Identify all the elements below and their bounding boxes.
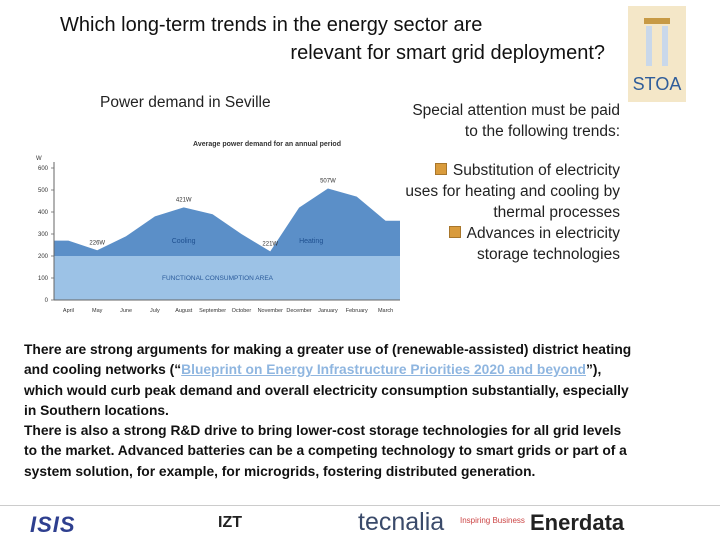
x-tick-label: January [318,308,338,314]
x-tick-label: March [378,308,393,314]
x-tick-label: October [232,308,252,314]
logo-shape [646,26,652,66]
value-label: 221W [262,241,278,247]
x-tick-label: September [199,308,226,314]
y-tick-label: 400 [38,210,49,216]
y-tick-label: 600 [38,166,49,172]
logo: tecnalia [358,508,445,536]
x-tick-label: February [346,308,368,314]
logo: ISIS [30,512,76,537]
footer-rule [0,505,720,506]
x-tick-label: April [63,308,74,314]
logo-shape [662,26,668,66]
x-tick-label: August [175,308,193,314]
bullet-text: Substitution of electricity uses for hea… [405,162,620,221]
value-label: 507W [320,178,336,184]
logo-shape [644,18,670,24]
text: ”), which would curb peak demand and ove… [24,362,629,418]
logo: Enerdata [530,510,625,535]
x-tick-label: May [92,308,103,314]
stoa-logo: STOA [628,6,686,102]
chart-title: Average power demand for an annual perio… [193,141,341,148]
area-label: Heating [299,238,323,245]
x-tick-label: December [286,308,312,314]
y-tick-label: 100 [38,276,49,282]
side-text: Special attention must be paid to the fo… [400,100,620,265]
y-tick-label: 500 [38,188,49,194]
x-tick-label: June [120,308,132,314]
x-tick-label: July [150,308,160,314]
logo: Inspiring Business [460,516,525,525]
bullet-icon [434,163,447,175]
bullet-text: Advances in electricity storage technolo… [466,225,620,263]
logo-text: STOA [633,74,682,94]
y-tick-label: 0 [45,298,49,304]
side-intro: Special attention must be paid to the fo… [412,102,620,140]
title: relevant for smart grid deployment? [290,42,605,64]
functional-area [54,256,400,300]
bullet: Substitution of electricity uses for hea… [400,160,620,223]
text: There are strong arguments for making a … [24,342,632,378]
title: Which long-term trends in the energy sec… [60,14,483,36]
area-label: Cooling [172,238,196,245]
paragraph: There are strong arguments for making a … [24,340,636,421]
y-tick-label: 200 [38,254,49,260]
figure-caption: Power demand in Seville [100,94,271,111]
paragraph: There is also a strong R&D drive to brin… [24,423,627,479]
area-label: FUNCTIONAL CONSUMPTION AREA [162,275,274,282]
y-unit: W [36,156,42,162]
body-text: There are strong arguments for making a … [24,340,636,482]
value-label: 226W [89,240,105,246]
bullet: Advances in electricity storage technolo… [400,223,620,265]
chart: Average power demand for an annual perio… [36,141,400,314]
y-tick-label: 300 [38,232,49,238]
bullet-icon [448,226,461,238]
value-label: 421W [176,197,192,203]
logo: IZT [218,514,242,531]
link[interactable]: Blueprint on Energy Infrastructure Prior… [181,362,586,378]
x-tick-label: November [258,308,284,314]
